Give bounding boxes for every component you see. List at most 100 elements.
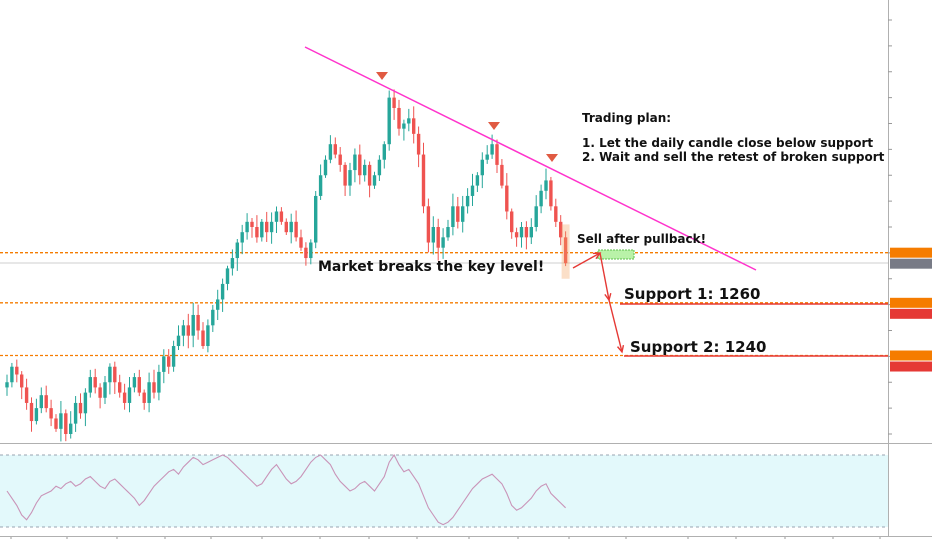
candle-body: [24, 387, 29, 403]
candle-body: [93, 377, 97, 388]
last-candle-highlight: [561, 224, 570, 279]
price-level-label-bg: [890, 258, 932, 269]
candle-body: [78, 402, 83, 414]
candle-body: [176, 335, 181, 347]
candle: [495, 139, 499, 173]
candle: [225, 265, 230, 291]
candle-body: [152, 382, 156, 393]
candle: [5, 374, 9, 396]
candle-body: [544, 180, 548, 191]
candle-body: [495, 144, 499, 165]
peak-marker-arrow: [546, 154, 558, 162]
candle: [421, 142, 426, 214]
candle-body: [260, 221, 264, 238]
candle: [127, 376, 132, 413]
candle: [113, 361, 117, 394]
candle-body: [539, 190, 543, 207]
candle-body: [328, 144, 333, 160]
candle-body: [461, 206, 465, 222]
candle: [412, 106, 416, 144]
candle: [284, 218, 288, 235]
candle-body: [480, 159, 484, 176]
candle: [367, 161, 372, 198]
candle: [220, 278, 225, 312]
candle: [426, 198, 431, 253]
candle: [93, 368, 97, 394]
candle: [230, 249, 235, 276]
candle-body: [59, 413, 63, 429]
candle-body: [470, 185, 475, 196]
candle-body: [39, 395, 43, 409]
breaks-text: Market breaks the key level!: [318, 259, 544, 275]
candle: [480, 152, 484, 189]
candle: [171, 340, 176, 372]
candle: [88, 369, 92, 398]
price-level-label-bg: [890, 308, 932, 319]
candle-body: [49, 408, 53, 419]
candle: [372, 171, 377, 189]
price-level-label-bg: [890, 297, 932, 308]
peak-marker-arrow: [376, 72, 388, 80]
candle: [98, 383, 102, 409]
candle: [397, 99, 401, 136]
candle: [245, 213, 249, 240]
candle: [461, 195, 465, 233]
candle: [333, 137, 337, 159]
candle-body: [402, 123, 406, 129]
candle: [500, 159, 504, 189]
candle: [83, 388, 88, 427]
candle: [563, 231, 568, 267]
resistance-trendline: [304, 46, 757, 271]
candle: [451, 193, 455, 236]
candle: [441, 228, 445, 259]
candle: [363, 159, 367, 182]
candle: [235, 239, 239, 271]
candle-body: [549, 180, 553, 207]
candle: [446, 219, 450, 241]
candle: [465, 188, 470, 214]
support-2-text: Support 2: 1240: [630, 338, 766, 356]
candle-body: [34, 408, 39, 422]
projection-arrow-line: [608, 299, 623, 353]
candle-body: [113, 366, 117, 383]
candle-body: [20, 374, 24, 388]
candle-body: [147, 382, 151, 403]
candle: [514, 227, 519, 247]
candle-body: [299, 237, 303, 248]
candle-body: [397, 107, 401, 129]
candle-body: [514, 232, 519, 238]
candle: [328, 135, 333, 164]
candle-body: [323, 159, 328, 176]
candle-body: [216, 299, 220, 310]
candle: [524, 221, 529, 250]
candle-body: [446, 227, 450, 238]
candle-body: [196, 314, 200, 331]
candle-body: [284, 221, 288, 233]
candle: [304, 242, 308, 266]
plan-step-2: 2. Wait and sell the retest of broken su…: [582, 150, 885, 164]
candle: [318, 164, 323, 200]
candle-body: [29, 402, 34, 422]
candle-body: [137, 377, 141, 393]
candle: [289, 213, 293, 244]
candle: [162, 349, 166, 384]
candle-body: [363, 164, 367, 176]
candle-body: [534, 206, 538, 227]
plan-title: Trading plan:: [582, 111, 671, 125]
candle-body: [289, 221, 293, 233]
candle-body: [181, 325, 186, 336]
time-axis: [0, 536, 932, 539]
candle-body: [10, 366, 14, 383]
candle-body: [338, 154, 342, 165]
projection-arrow-head: [616, 345, 625, 354]
candle: [505, 173, 509, 220]
drawings: [304, 46, 888, 357]
candle-body: [416, 133, 421, 155]
candle: [211, 304, 215, 332]
candle-body: [69, 423, 73, 434]
candle: [191, 302, 195, 348]
price-level-label-bg: [890, 361, 932, 372]
candle-body: [490, 144, 494, 155]
candle: [201, 322, 205, 349]
candle-body: [245, 221, 249, 233]
